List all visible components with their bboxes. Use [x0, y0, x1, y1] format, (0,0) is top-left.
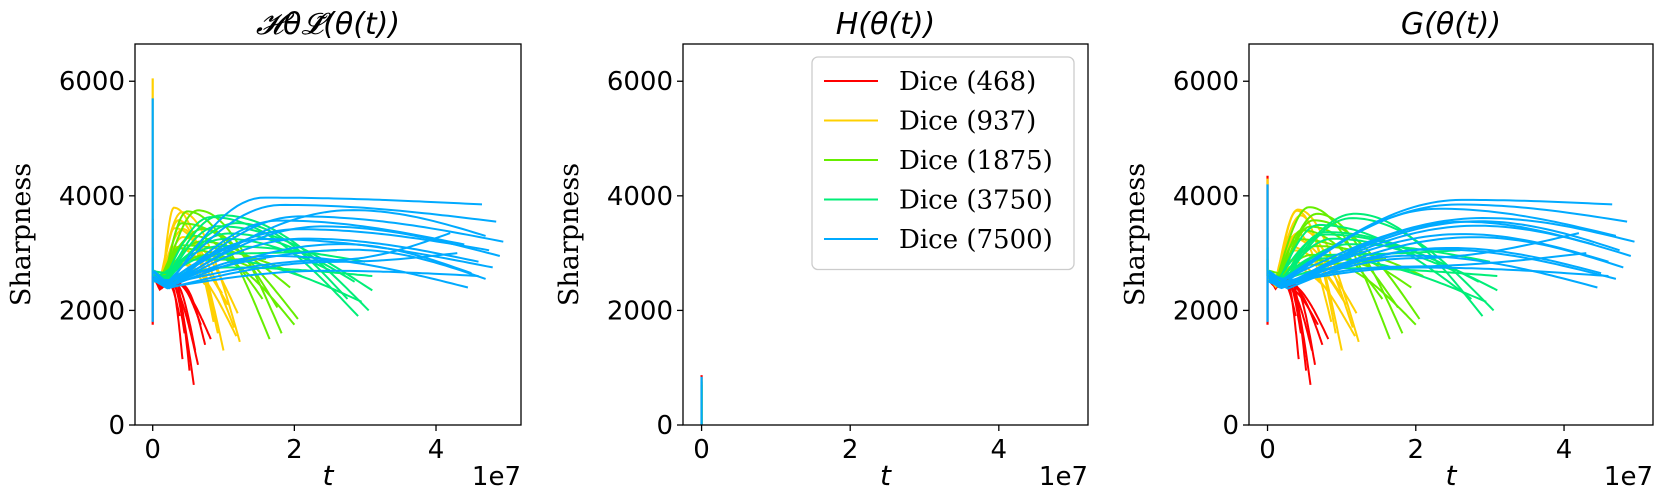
series-line: [1268, 231, 1480, 283]
y-axis-label: Sharpness: [554, 163, 585, 306]
legend-box: [811, 56, 1075, 271]
chart-title: G(θ(t)): [1401, 7, 1501, 42]
x-tick-label: 2: [1408, 435, 1425, 465]
series-dice-7500: [151, 98, 504, 322]
series-line: [1268, 254, 1598, 289]
y-tick-label: 6000: [607, 67, 673, 97]
legend: Dice (468) Dice (937) Dice (1875) Dice (375…: [811, 56, 1075, 271]
series-line: [153, 214, 370, 312]
y-tick-label: 0: [108, 411, 125, 441]
series-line: [153, 252, 458, 290]
axes-frame: [134, 43, 522, 426]
series-line: [153, 206, 225, 351]
x-tick-label: 2: [842, 435, 859, 465]
series-line: [1268, 249, 1461, 285]
y-tick-label: 0: [656, 411, 673, 441]
x-tick-label: 0: [144, 435, 161, 465]
y-tick-label: 0: [1222, 411, 1239, 441]
legend-label: Dice (3750): [899, 186, 1053, 216]
series-line: [1268, 252, 1587, 284]
legend-label: Dice (7500): [899, 225, 1053, 255]
plot-lines: [151, 78, 504, 386]
x-offset-label: 1e7: [472, 462, 521, 492]
series-line: [1268, 207, 1617, 287]
series-line: [1268, 223, 1473, 300]
y-tick-label: 2000: [59, 296, 125, 326]
x-tick-label: 2: [286, 435, 303, 465]
x-tick-label: 0: [1259, 435, 1276, 465]
series-line: [1268, 266, 1609, 285]
subplot-g: 0 2000 4000 6000 0 2 4 1e7 t Sharpness G(θ(t)): [1120, 7, 1654, 492]
x-offset-label: 1e7: [1604, 462, 1653, 492]
y-tick-label: 4000: [1173, 182, 1239, 212]
chart-title: 𝓗θ𝓛̃(θ(t)): [256, 7, 400, 42]
series-line: [153, 255, 469, 289]
series-line: [153, 203, 497, 286]
subplot-hessian-loss: 0 2000 4000 6000 0 2 4 1e7 t Sharpness 𝓗θ𝓛̃(θ(t)): [6, 7, 522, 492]
series-line: [153, 196, 483, 287]
subplot-h: 0 2000 4000 6000 0 2 4 1e7 t Sharpness H(θ(t)) Dice…: [554, 7, 1089, 492]
x-axis-label: t: [880, 459, 892, 492]
x-axis-label: t: [323, 459, 335, 492]
x-tick-label: 4: [991, 435, 1008, 465]
series-line: [153, 237, 479, 289]
x-tick-label: 4: [428, 435, 445, 465]
x-tick-label: 4: [1556, 435, 1573, 465]
axes-frame: [1248, 43, 1654, 426]
x-offset-label: 1e7: [1039, 462, 1088, 492]
legend-label: Dice (1875): [899, 146, 1053, 176]
chart-title: H(θ(t)): [836, 7, 936, 42]
y-tick-label: 4000: [607, 182, 673, 212]
y-tick-label: 4000: [59, 182, 125, 212]
y-tick-label: 2000: [1173, 296, 1239, 326]
y-axis-label: Sharpness: [1120, 163, 1151, 306]
y-axis-label: Sharpness: [6, 163, 37, 306]
axes-frame: [682, 43, 1089, 426]
series-line: [153, 269, 479, 289]
series-line: [153, 243, 472, 289]
series-line: [1268, 235, 1358, 314]
series-line: [1268, 216, 1635, 280]
legend-label: Dice (468): [899, 67, 1036, 97]
series-line: [153, 232, 451, 285]
legend-label: Dice (937): [899, 107, 1036, 137]
y-tick-label: 6000: [59, 67, 125, 97]
x-tick-label: 0: [693, 435, 710, 465]
plot-lines: [1266, 175, 1635, 386]
series-line: [1268, 203, 1628, 281]
y-tick-label: 6000: [1173, 67, 1239, 97]
x-axis-label: t: [1446, 459, 1458, 492]
series-dice-7500: [1266, 184, 1635, 322]
series-line: [153, 225, 501, 286]
y-tick-label: 2000: [607, 296, 673, 326]
